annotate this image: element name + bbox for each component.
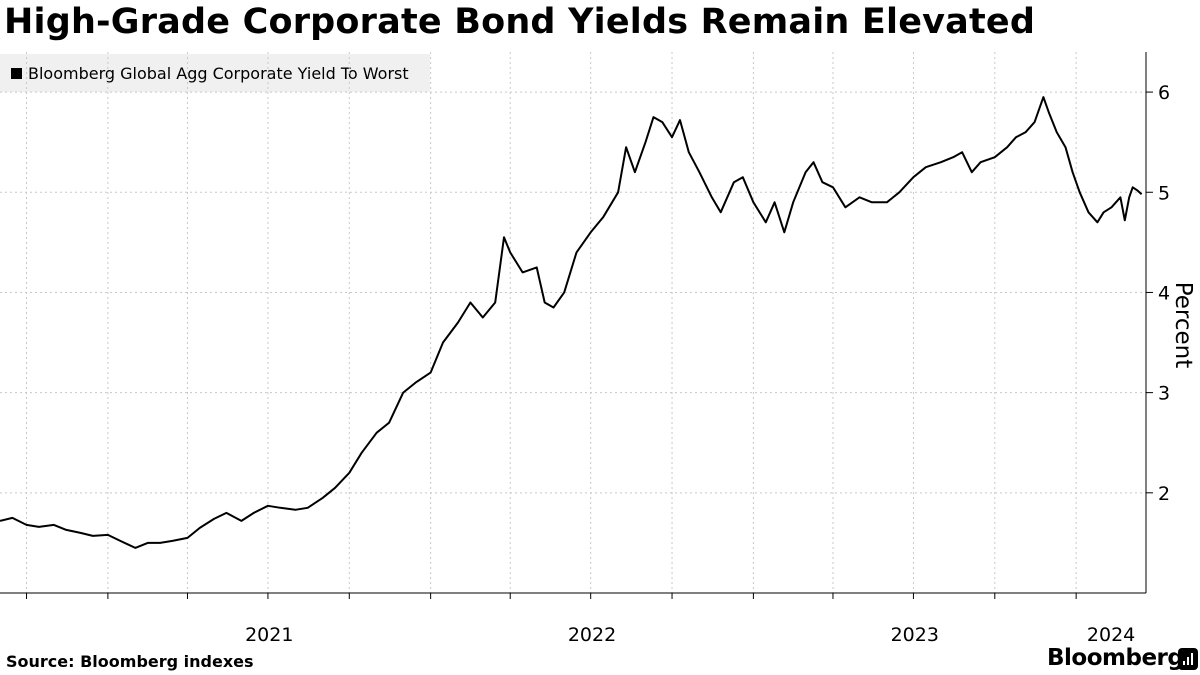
- series-line: [0, 96, 1143, 549]
- brand-logo: Bloomberg: [1047, 645, 1184, 671]
- y-tick-label: 6: [1158, 82, 1170, 104]
- y-tick-label: 2: [1158, 483, 1170, 505]
- legend: Bloomberg Global Agg Corporate Yield To …: [0, 54, 430, 92]
- x-tick-label: 2023: [891, 624, 939, 646]
- source-note: Source: Bloomberg indexes: [6, 652, 254, 671]
- y-tick-label: 5: [1158, 182, 1170, 204]
- chart-title: High-Grade Corporate Bond Yields Remain …: [4, 2, 1036, 42]
- x-tick-label: 2024: [1087, 624, 1135, 646]
- x-tick-label: 2022: [568, 624, 616, 646]
- legend-swatch: [11, 67, 22, 79]
- bloomberg-bars-icon: [1178, 648, 1198, 670]
- y-tick-label: 4: [1158, 282, 1170, 304]
- y-tick-label: 3: [1158, 383, 1170, 405]
- y-axis-label: Percent: [1170, 282, 1196, 369]
- legend-label: Bloomberg Global Agg Corporate Yield To …: [28, 63, 409, 83]
- x-tick-label: 2021: [245, 624, 293, 646]
